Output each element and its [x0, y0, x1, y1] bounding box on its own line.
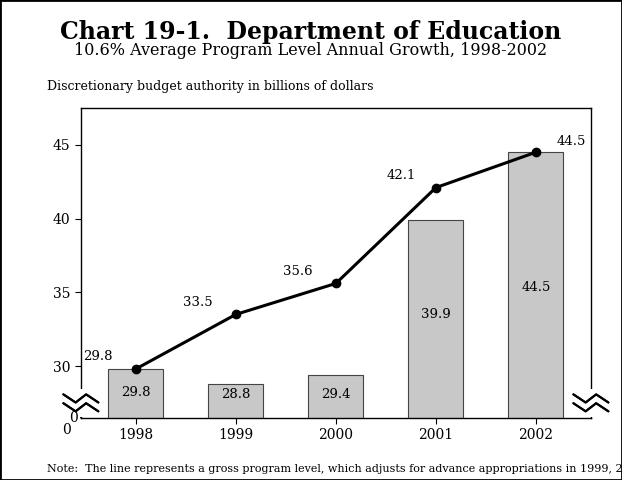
Text: 39.9: 39.9 — [421, 308, 451, 321]
Text: 0: 0 — [62, 423, 71, 437]
Bar — [62, 389, 100, 417]
Text: 29.8: 29.8 — [83, 350, 113, 363]
Text: Chart 19-1.  Department of Education: Chart 19-1. Department of Education — [60, 20, 562, 44]
Text: 29.8: 29.8 — [121, 386, 151, 399]
Text: 29.4: 29.4 — [321, 387, 351, 400]
Text: 44.5: 44.5 — [521, 281, 550, 294]
Bar — [508, 152, 564, 480]
Text: 35.6: 35.6 — [283, 264, 313, 277]
Text: Note:  The line represents a gross program level, which adjusts for advance appr: Note: The line represents a gross progra… — [47, 465, 622, 474]
Bar — [208, 384, 263, 480]
Bar — [572, 389, 610, 417]
Text: 33.5: 33.5 — [183, 296, 213, 309]
Text: 44.5: 44.5 — [556, 135, 585, 148]
Bar — [108, 369, 164, 480]
Text: 0: 0 — [69, 410, 78, 425]
Bar — [409, 220, 463, 480]
Text: Discretionary budget authority in billions of dollars: Discretionary budget authority in billio… — [47, 80, 373, 93]
Bar — [309, 375, 363, 480]
Text: 28.8: 28.8 — [221, 387, 251, 400]
Text: 10.6% Average Program Level Annual Growth, 1998-2002: 10.6% Average Program Level Annual Growt… — [75, 42, 547, 59]
Text: 42.1: 42.1 — [386, 168, 415, 182]
